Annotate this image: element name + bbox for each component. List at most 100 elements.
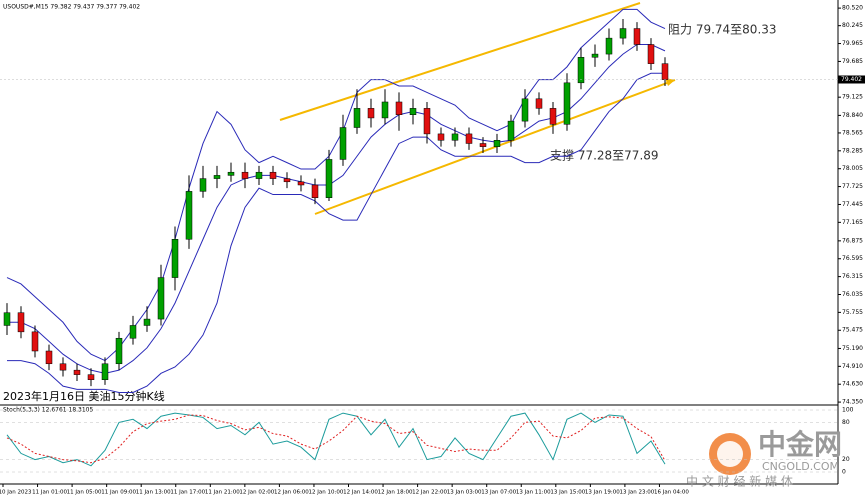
y-tick-label: 76.035 [842, 291, 863, 298]
candle-body [521, 98, 529, 122]
candle-body [297, 181, 305, 186]
candle-body [17, 312, 25, 333]
y-tick-label: 74.630 [842, 381, 863, 388]
x-tick-label: 13 Jan 03:00 [447, 490, 482, 496]
candle-body [591, 53, 599, 58]
candle-body [605, 37, 613, 55]
x-tick-label: 12 Jan 14:00 [343, 490, 378, 496]
chart-title: USOUSD#,M15 79.382 79.437 79.377 79.402 [3, 4, 140, 11]
candle-body [633, 28, 641, 45]
resistance-label: 阻力 79.74至80.33 [668, 23, 777, 37]
candle-body [465, 133, 473, 144]
candle-body [157, 277, 165, 320]
x-tick-label: 13 Jan 07:00 [481, 490, 516, 496]
candle-body [647, 44, 655, 64]
band-lower [7, 72, 665, 394]
candle-body [87, 374, 95, 380]
y-tick-label: 75.755 [842, 309, 863, 316]
last-price-box [838, 75, 865, 84]
y-tick-label: 78.005 [842, 165, 863, 172]
watermark-slogan: 中 文 财 经 新 媒 体 [686, 474, 793, 489]
candle-body [381, 101, 389, 119]
candle-body [73, 369, 81, 375]
stoch-line [6, 412, 666, 467]
y-tick-label: 78.840 [842, 112, 863, 119]
candle-body [115, 337, 123, 365]
y-tick-label: 78.565 [842, 129, 863, 136]
x-tick-label: 13 Jan 19:00 [585, 490, 620, 496]
candle-body [129, 325, 137, 339]
stoch-tick-label: 20 [842, 456, 850, 463]
x-tick-label: 11 Jan 17:00 [170, 490, 205, 496]
resistance-channel [279, 2, 641, 121]
candle-body [507, 120, 515, 141]
candle-body [367, 108, 375, 119]
candle-body [437, 133, 445, 141]
x-tick-label: 11 Jan 01:00 [32, 490, 67, 496]
y-tick-label: 76.595 [842, 255, 863, 262]
x-tick-label: 16 Jan 04:00 [654, 490, 689, 496]
x-tick-label: 13 Jan 15:00 [550, 490, 585, 496]
support-label: 支撑 77.28至77.89 [550, 148, 659, 163]
candle-body [213, 175, 221, 179]
candle-body [255, 171, 263, 179]
candle-body [185, 191, 193, 240]
stoch-tick-label: 80 [842, 419, 850, 426]
x-tick-label: 10 Jan 2023 [0, 490, 32, 496]
candle-body [101, 363, 109, 380]
stoch-tick-label: 100 [842, 407, 854, 414]
x-tick-label: 13 Jan 11:00 [516, 490, 551, 496]
candle-body [143, 318, 151, 326]
candle-body [31, 331, 39, 352]
y-tick-label: 76.315 [842, 273, 863, 280]
y-tick-label: 75.475 [842, 327, 863, 334]
candle-body [171, 239, 179, 278]
x-tick-label: 11 Jan 09:00 [101, 490, 136, 496]
candle-body [563, 82, 571, 125]
candle-body [423, 108, 431, 135]
candle-body [619, 28, 627, 39]
candle-body [59, 363, 67, 371]
x-tick-label: 12 Jan 06:00 [274, 490, 309, 496]
candle-body [311, 184, 319, 199]
x-tick-label: 12 Jan 02:00 [239, 490, 274, 496]
y-tick-label: 79.685 [842, 58, 863, 65]
stoch-tick-label: 0 [842, 469, 846, 476]
channel-arrow [665, 78, 675, 86]
candle-body [577, 57, 585, 84]
y-tick-label: 79.965 [842, 40, 863, 47]
candle-body [479, 143, 487, 147]
x-tick-label: 12 Jan 18:00 [378, 490, 413, 496]
candle-body [661, 63, 669, 80]
last-price-label: 79.402 [841, 76, 862, 83]
x-tick-label: 11 Jan 05:00 [67, 490, 102, 496]
candle-body [269, 171, 277, 179]
candle-body [535, 98, 543, 109]
candle-body [409, 108, 417, 115]
candle-body [283, 178, 291, 183]
y-tick-label: 80.520 [842, 5, 863, 12]
y-tick-label: 78.285 [842, 147, 863, 154]
watermark-site: CNGOLD.COM [762, 460, 839, 473]
y-tick-label: 77.445 [842, 201, 863, 208]
y-tick-label: 80.245 [842, 22, 863, 29]
y-tick-label: 77.725 [842, 183, 863, 190]
x-tick-label: 12 Jan 10:00 [309, 490, 344, 496]
candle-body [227, 171, 235, 176]
candle-body [395, 101, 403, 115]
candle-body [353, 108, 361, 128]
y-tick-label: 79.125 [842, 94, 863, 101]
x-tick-label: 13 Jan 23:00 [619, 490, 654, 496]
y-tick-label: 74.350 [842, 399, 863, 406]
y-tick-label: 76.875 [842, 237, 863, 244]
watermark-brand: 中金网 [758, 428, 842, 461]
y-tick-label: 74.910 [842, 363, 863, 370]
candle-body [45, 350, 53, 365]
candle-body [549, 108, 557, 125]
y-tick-label: 77.165 [842, 219, 863, 226]
candle-body [339, 127, 347, 160]
candle-body [3, 312, 11, 326]
